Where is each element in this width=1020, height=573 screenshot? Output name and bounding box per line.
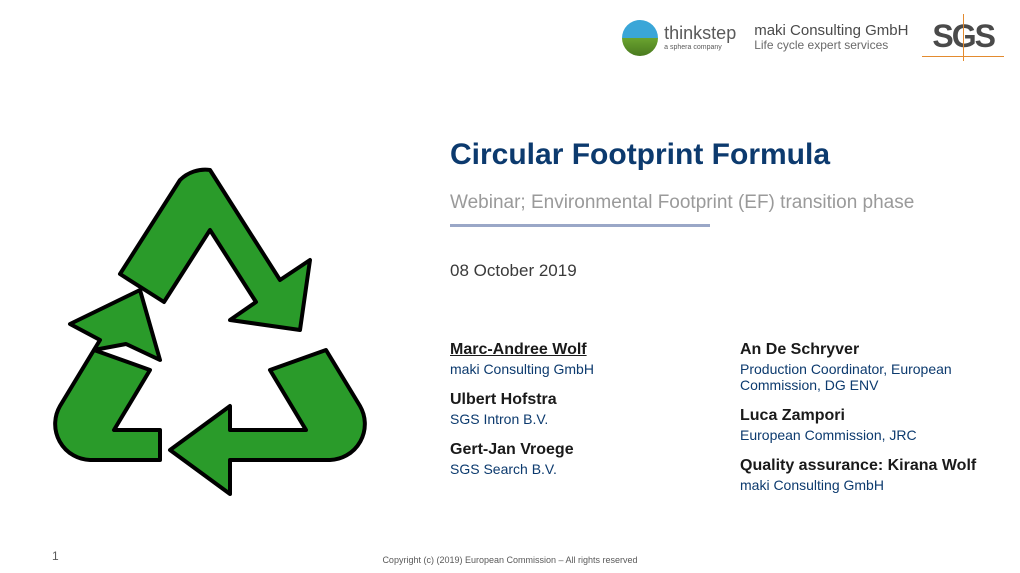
- thinkstep-sub: a sphera company: [664, 44, 736, 51]
- thinkstep-circle-icon: [622, 20, 658, 56]
- maki-line1: maki Consulting GmbH: [754, 23, 908, 40]
- divider-rule: [450, 224, 710, 227]
- people-columns: Marc-Andree Wolf maki Consulting GmbH Ul…: [450, 341, 990, 507]
- slide-subtitle: Webinar; Environmental Footprint (EF) tr…: [450, 192, 990, 214]
- person-name: Gert-Jan Vroege: [450, 441, 700, 459]
- person-org: European Commission, JRC: [740, 427, 990, 443]
- person-name: Ulbert Hofstra: [450, 391, 700, 409]
- copyright-footer: Copyright (c) (2019) European Commission…: [0, 555, 1020, 565]
- people-left-col: Marc-Andree Wolf maki Consulting GmbH Ul…: [450, 341, 700, 507]
- recycle-icon: [10, 130, 410, 530]
- maki-line2: Life cycle expert services: [754, 39, 908, 52]
- person-name: Luca Zampori: [740, 407, 990, 425]
- people-right-col: An De Schryver Production Coordinator, E…: [740, 341, 990, 507]
- logo-thinkstep: thinkstep a sphera company: [622, 20, 736, 56]
- person-org: SGS Search B.V.: [450, 461, 700, 477]
- person-org: Production Coordinator, European Commiss…: [740, 361, 990, 393]
- slide-title: Circular Footprint Formula: [450, 138, 990, 172]
- person-org: SGS Intron B.V.: [450, 411, 700, 427]
- person-org: maki Consulting GmbH: [450, 361, 700, 377]
- person-name: An De Schryver: [740, 341, 990, 359]
- thinkstep-brand: thinkstep: [664, 24, 736, 42]
- logo-sgs: SGS: [926, 18, 1000, 57]
- logo-bar: thinkstep a sphera company maki Consulti…: [622, 18, 1000, 57]
- main-content: Circular Footprint Formula Webinar; Envi…: [450, 138, 990, 507]
- logo-maki: maki Consulting GmbH Life cycle expert s…: [754, 23, 908, 53]
- person-name: Marc-Andree Wolf: [450, 341, 700, 359]
- slide-date: 08 October 2019: [450, 261, 990, 281]
- qa-label: Quality assurance: Kirana Wolf: [740, 457, 990, 475]
- qa-org: maki Consulting GmbH: [740, 477, 990, 493]
